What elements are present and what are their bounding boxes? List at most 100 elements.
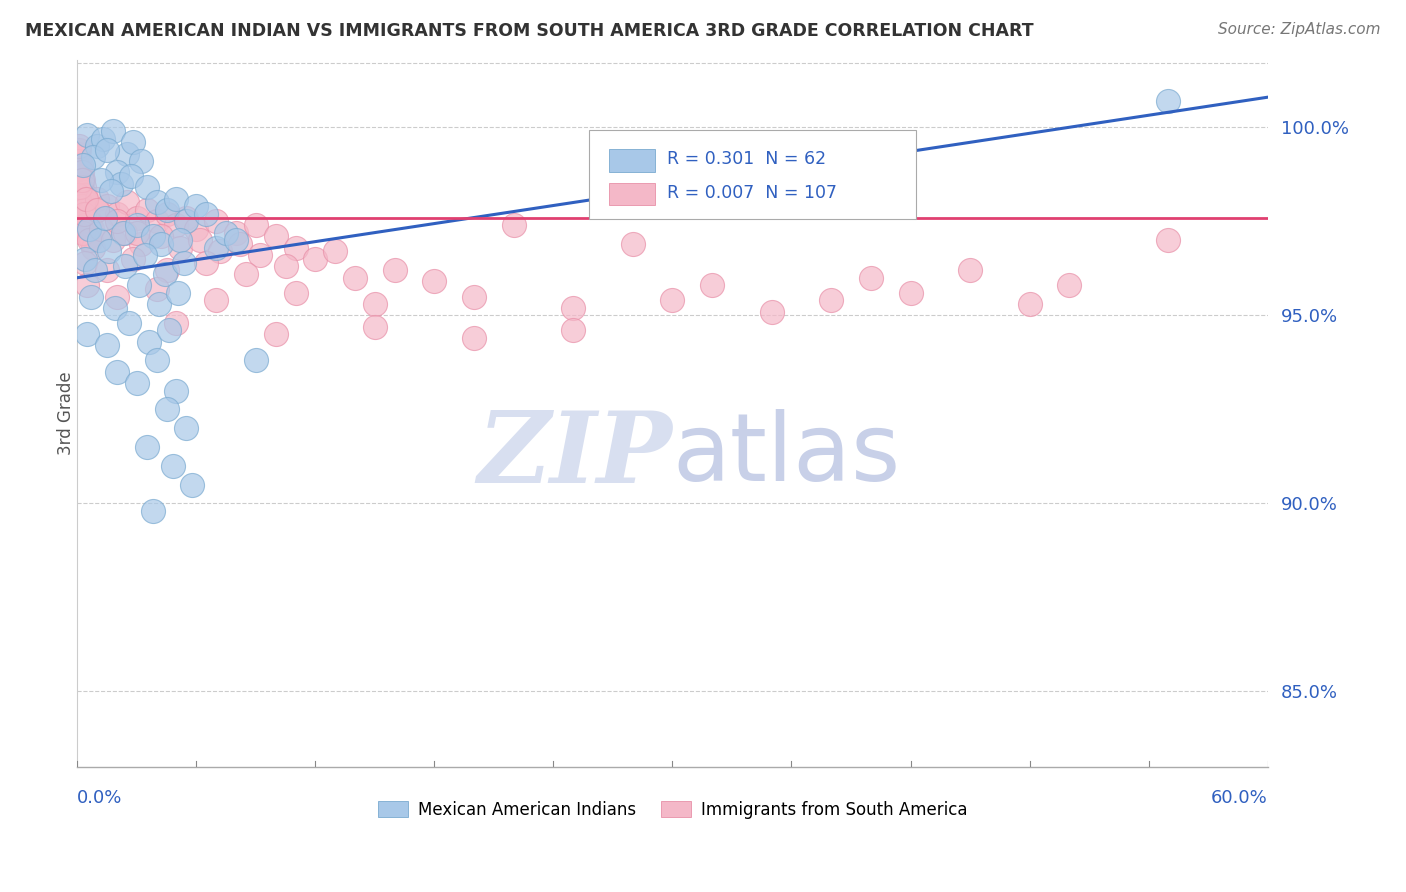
Point	[76, 202, 98, 217]
Point	[364, 319, 387, 334]
Point	[96, 199, 118, 213]
Point	[86, 139, 108, 153]
Bar	[609, 183, 655, 205]
Point	[229, 236, 252, 251]
Point	[142, 504, 165, 518]
Point	[84, 263, 107, 277]
Point	[96, 143, 118, 157]
Point	[96, 338, 118, 352]
Point	[75, 255, 97, 269]
Point	[215, 226, 238, 240]
Point	[384, 263, 406, 277]
Point	[105, 165, 128, 179]
Point	[111, 226, 134, 240]
Point	[205, 241, 228, 255]
Point	[96, 263, 118, 277]
Point	[69, 195, 91, 210]
Point	[1057, 278, 1080, 293]
Point	[100, 184, 122, 198]
Point	[76, 207, 98, 221]
Text: 60.0%: 60.0%	[1211, 789, 1268, 807]
Point	[77, 222, 100, 236]
Point	[135, 440, 157, 454]
Point	[70, 211, 93, 225]
Bar	[609, 149, 655, 172]
Text: 0.0%: 0.0%	[77, 789, 122, 807]
Point	[76, 222, 98, 236]
Point	[145, 195, 167, 210]
Point	[86, 202, 108, 217]
Point	[562, 323, 585, 337]
Text: Source: ZipAtlas.com: Source: ZipAtlas.com	[1218, 22, 1381, 37]
Point	[176, 214, 198, 228]
Point	[900, 285, 922, 300]
Point	[225, 233, 247, 247]
Point	[166, 218, 188, 232]
Point	[148, 297, 170, 311]
Point	[621, 236, 644, 251]
Point	[149, 229, 172, 244]
Point	[562, 301, 585, 315]
Point	[72, 158, 94, 172]
Point	[77, 233, 100, 247]
Point	[304, 252, 326, 266]
Point	[76, 278, 98, 293]
Point	[959, 263, 981, 277]
Point	[364, 297, 387, 311]
Point	[195, 207, 218, 221]
Point	[155, 402, 177, 417]
Point	[121, 136, 143, 150]
Point	[125, 376, 148, 390]
Point	[82, 150, 104, 164]
Point	[70, 158, 93, 172]
Point	[169, 241, 191, 255]
Point	[173, 255, 195, 269]
Point	[1018, 297, 1040, 311]
Point	[75, 192, 97, 206]
Point	[274, 260, 297, 274]
Point	[284, 285, 307, 300]
Point	[101, 124, 124, 138]
Point	[235, 267, 257, 281]
Point	[70, 173, 93, 187]
Point	[134, 248, 156, 262]
FancyBboxPatch shape	[589, 130, 917, 219]
Point	[114, 226, 136, 240]
Point	[145, 353, 167, 368]
Point	[155, 263, 177, 277]
Point	[72, 226, 94, 240]
Point	[121, 252, 143, 266]
Text: MEXICAN AMERICAN INDIAN VS IMMIGRANTS FROM SOUTH AMERICA 3RD GRADE CORRELATION C: MEXICAN AMERICAN INDIAN VS IMMIGRANTS FR…	[25, 22, 1033, 40]
Point	[245, 353, 267, 368]
Point	[70, 184, 93, 198]
Point	[128, 278, 150, 293]
Point	[76, 327, 98, 342]
Point	[77, 222, 100, 236]
Point	[82, 222, 104, 236]
Point	[73, 207, 96, 221]
Point	[69, 180, 91, 194]
Point	[118, 316, 141, 330]
Point	[129, 154, 152, 169]
Point	[135, 202, 157, 217]
Point	[90, 222, 112, 236]
Point	[80, 289, 103, 303]
Text: ZIP: ZIP	[478, 408, 672, 504]
Point	[91, 131, 114, 145]
Point	[75, 195, 97, 210]
Point	[323, 244, 346, 259]
Point	[80, 233, 103, 247]
Point	[138, 334, 160, 349]
Point	[859, 270, 882, 285]
Point	[69, 169, 91, 184]
Point	[72, 214, 94, 228]
Y-axis label: 3rd Grade: 3rd Grade	[58, 371, 75, 455]
Point	[72, 173, 94, 187]
Point	[162, 458, 184, 473]
Text: R = 0.301  N = 62: R = 0.301 N = 62	[666, 150, 825, 169]
Point	[77, 229, 100, 244]
Point	[129, 236, 152, 251]
Point	[145, 282, 167, 296]
Point	[67, 188, 90, 202]
Point	[101, 233, 124, 247]
